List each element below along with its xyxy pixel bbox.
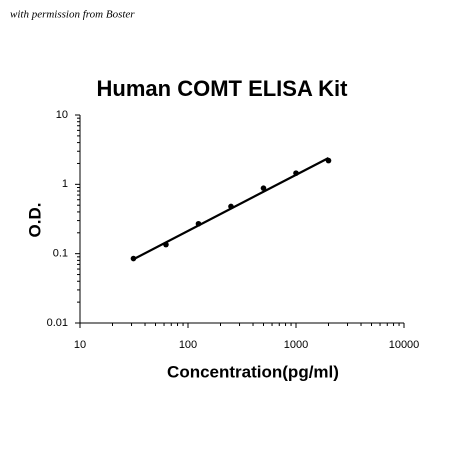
y-tick-label: 1 bbox=[62, 178, 68, 190]
data-point bbox=[325, 157, 332, 164]
data-point bbox=[195, 220, 202, 227]
data-point bbox=[130, 255, 137, 262]
x-axis-label: Concentration(pg/ml) bbox=[167, 362, 339, 381]
data-point bbox=[293, 170, 299, 176]
x-tick-label: 10000 bbox=[389, 339, 420, 351]
y-tick-label: 0.1 bbox=[53, 248, 68, 260]
y-axis-label: O.D. bbox=[25, 203, 44, 238]
data-point bbox=[260, 185, 267, 191]
x-tick-label: 100 bbox=[179, 339, 197, 351]
x-tick-label: 1000 bbox=[284, 339, 308, 351]
chart-title: Human COMT ELISA Kit bbox=[97, 76, 349, 101]
y-tick-label: 10 bbox=[56, 109, 68, 121]
x-tick-label: 10 bbox=[74, 339, 86, 351]
data-point bbox=[163, 241, 169, 248]
y-tick-label: 0.01 bbox=[47, 317, 68, 329]
data-point bbox=[228, 203, 234, 210]
annotation: with permission from Boster bbox=[10, 9, 135, 21]
